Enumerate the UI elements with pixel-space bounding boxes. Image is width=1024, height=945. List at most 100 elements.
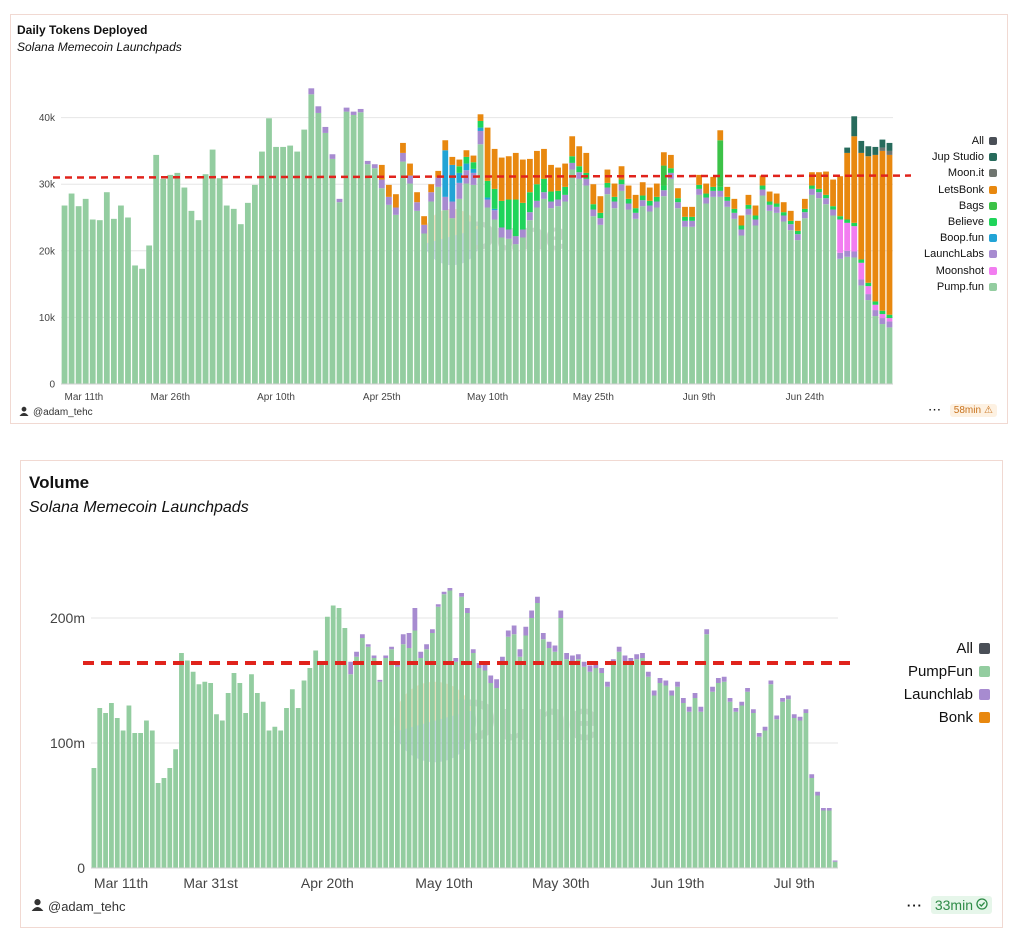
bar-segment[interactable] [738, 235, 745, 384]
bar-segment[interactable] [879, 318, 886, 325]
bar-segment[interactable] [837, 216, 844, 220]
bar-segment[interactable] [400, 142, 406, 153]
bar-segment[interactable] [727, 701, 733, 868]
bar-segment[interactable] [407, 163, 413, 176]
bar-segment[interactable] [844, 152, 851, 220]
bar-segment[interactable] [465, 608, 470, 613]
bar-segment[interactable] [675, 208, 681, 384]
bar-segment[interactable] [689, 226, 695, 384]
bar-segment[interactable] [365, 644, 371, 647]
bar-segment[interactable] [505, 156, 512, 200]
bar-segment[interactable] [739, 701, 745, 706]
bar-segment[interactable] [371, 655, 377, 659]
bar-segment[interactable] [752, 215, 759, 220]
bar-segment[interactable] [717, 196, 724, 384]
bar-segment[interactable] [597, 224, 604, 384]
bar-segment[interactable] [593, 668, 599, 868]
bar-segment[interactable] [682, 220, 688, 227]
bar-segment[interactable] [669, 690, 675, 696]
bar-segment[interactable] [844, 256, 851, 384]
bar-segment[interactable] [733, 711, 739, 868]
bar-segment[interactable] [640, 653, 645, 658]
bar-segment[interactable] [715, 683, 721, 868]
bar-segment[interactable] [120, 730, 126, 869]
bar-segment[interactable] [546, 648, 552, 868]
bar-segment[interactable] [794, 240, 801, 384]
bar-segment[interactable] [421, 224, 428, 234]
bar-segment[interactable] [660, 196, 667, 384]
bar-segment[interactable] [89, 219, 96, 384]
bar-segment[interactable] [552, 645, 558, 652]
bar-segment[interactable] [851, 116, 858, 137]
bar-segment[interactable] [350, 111, 357, 115]
bar-segment[interactable] [696, 184, 702, 189]
bar-segment[interactable] [421, 233, 428, 384]
bar-segment[interactable] [686, 706, 692, 712]
bar-segment[interactable] [231, 673, 237, 868]
bar-segment[interactable] [570, 661, 575, 868]
bar-segment[interactable] [477, 144, 484, 384]
bar-segment[interactable] [604, 187, 611, 195]
bar-segment[interactable] [587, 671, 593, 868]
bar-segment[interactable] [823, 194, 829, 199]
bar-segment[interactable] [430, 633, 435, 868]
bar-segment[interactable] [500, 664, 505, 868]
bar-segment[interactable] [153, 154, 160, 384]
legend-item[interactable]: Moon.it [924, 165, 997, 181]
bar-segment[interactable] [500, 656, 505, 665]
bar-segment[interactable] [491, 210, 498, 220]
bar-segment[interactable] [287, 145, 294, 384]
bar-segment[interactable] [618, 184, 625, 191]
bar-segment[interactable] [668, 168, 674, 173]
bar-segment[interactable] [727, 698, 733, 702]
bar-segment[interactable] [717, 130, 724, 141]
bar-segment[interactable] [301, 129, 308, 384]
bar-segment[interactable] [791, 718, 797, 868]
bar-segment[interactable] [581, 666, 587, 868]
bar-segment[interactable] [879, 324, 886, 384]
bar-segment[interactable] [837, 252, 844, 259]
bar-segment[interactable] [815, 791, 820, 796]
bar-segment[interactable] [237, 683, 243, 868]
bar-segment[interactable] [823, 204, 829, 384]
bar-segment[interactable] [703, 197, 710, 204]
bar-segment[interactable] [126, 705, 132, 869]
bar-segment[interactable] [132, 265, 138, 384]
bar-segment[interactable] [745, 204, 752, 209]
bar-segment[interactable] [872, 304, 879, 311]
bar-segment[interactable] [682, 216, 688, 221]
bar-segment[interactable] [738, 225, 745, 230]
bar-segment[interactable] [555, 206, 561, 384]
bar-segment[interactable] [555, 167, 561, 191]
bar-segment[interactable] [610, 664, 616, 868]
bar-segment[interactable] [494, 688, 499, 868]
bar-segment[interactable] [611, 183, 618, 197]
bar-segment[interactable] [273, 146, 279, 384]
bar-segment[interactable] [851, 136, 858, 223]
bar-segment[interactable] [599, 673, 605, 868]
bar-segment[interactable] [535, 596, 540, 603]
bar-segment[interactable] [482, 670, 488, 869]
bar-segment[interactable] [68, 193, 75, 384]
author-footer[interactable]: @adam_tehc [31, 898, 126, 914]
bar-segment[interactable] [865, 300, 872, 384]
bar-segment[interactable] [698, 706, 704, 712]
bar-segment[interactable] [865, 286, 872, 295]
bar-segment[interactable] [710, 186, 717, 191]
bar-segment[interactable] [879, 147, 886, 151]
more-options-icon[interactable]: ··· [906, 897, 923, 913]
bar-segment[interactable] [632, 212, 639, 219]
bar-segment[interactable] [97, 708, 103, 868]
bar-segment[interactable] [378, 179, 385, 189]
bar-segment[interactable] [692, 693, 698, 698]
bar-segment[interactable] [675, 198, 681, 203]
bar-segment[interactable] [484, 197, 491, 200]
bar-segment[interactable] [651, 695, 657, 869]
bar-segment[interactable] [583, 152, 590, 173]
bar-segment[interactable] [794, 220, 801, 231]
bar-segment[interactable] [639, 200, 646, 207]
bar-segment[interactable] [717, 190, 724, 197]
bar-segment[interactable] [357, 108, 364, 113]
bar-segment[interactable] [237, 224, 244, 384]
bar-segment[interactable] [414, 192, 420, 203]
